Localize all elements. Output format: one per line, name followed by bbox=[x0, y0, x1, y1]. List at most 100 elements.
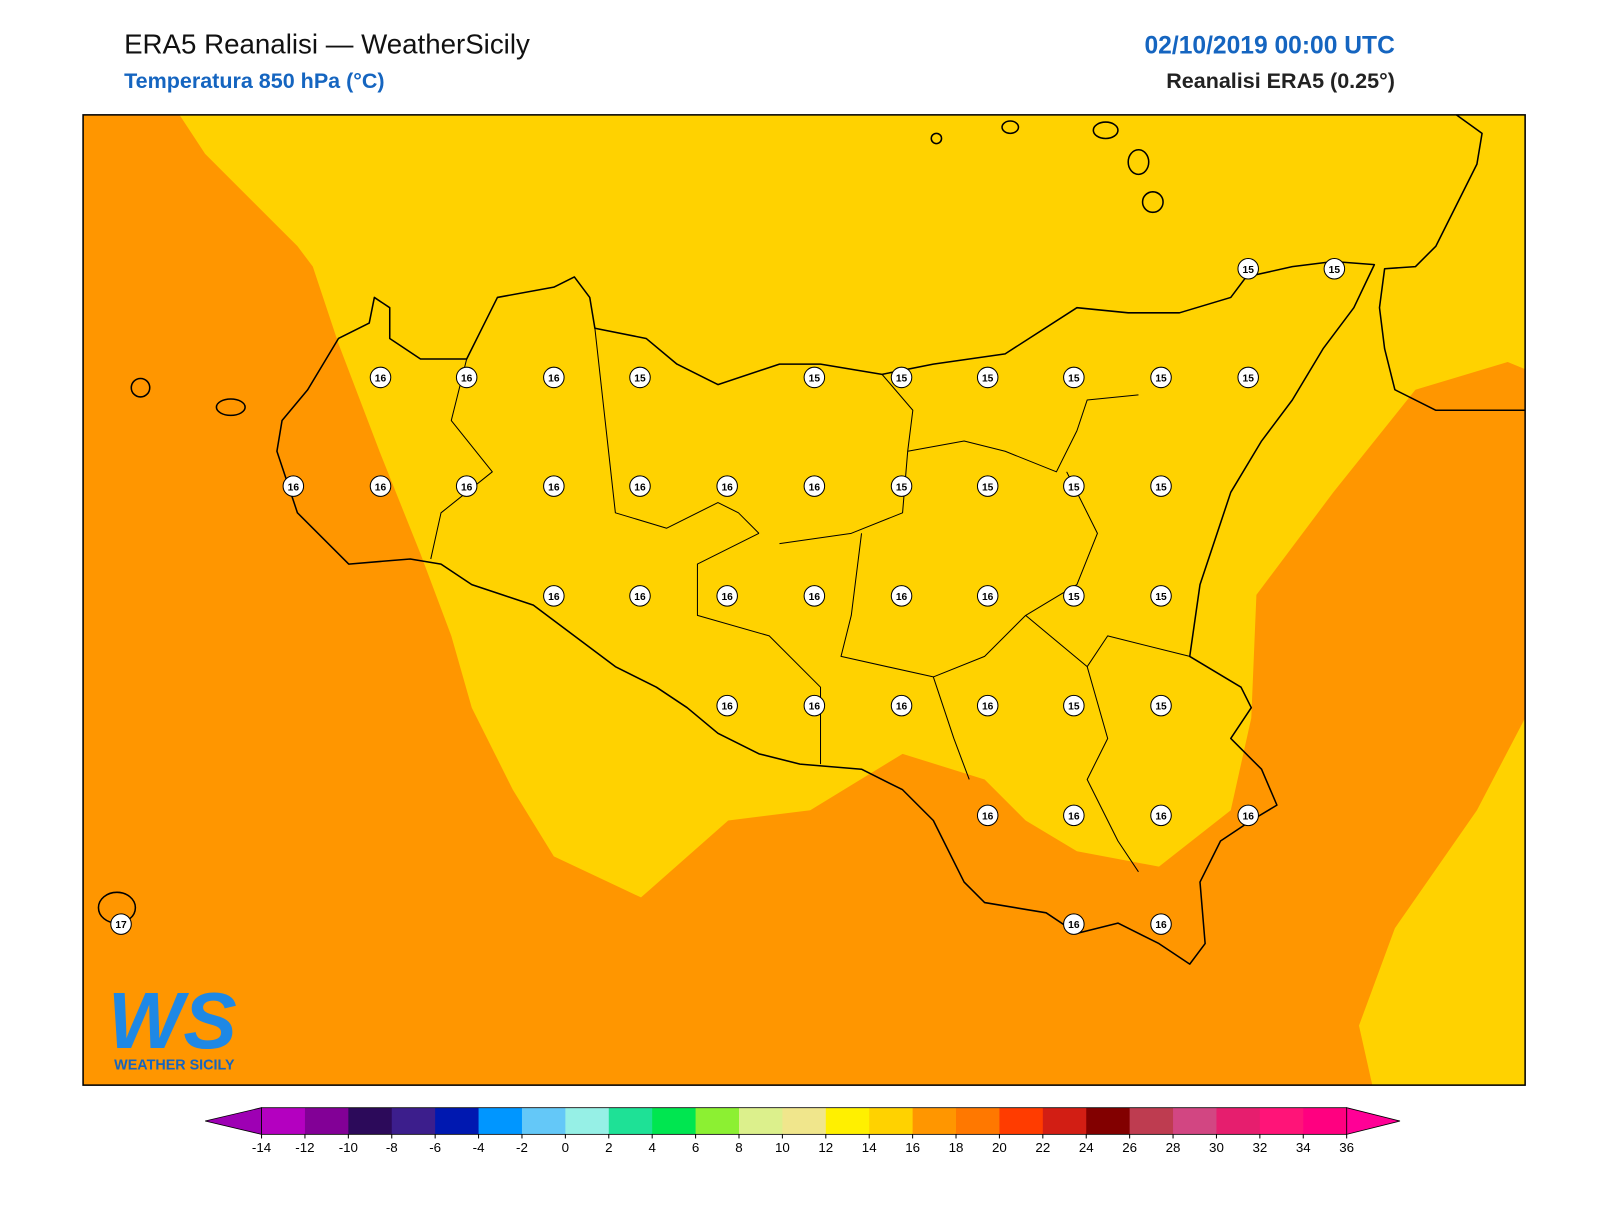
colorbar-tick-label: -10 bbox=[339, 1140, 358, 1155]
point-value: 15 bbox=[809, 374, 821, 385]
colorbar-tick-label: -2 bbox=[516, 1140, 528, 1155]
point-marker bbox=[1150, 913, 1172, 935]
point-value: 16 bbox=[721, 702, 733, 713]
point-value: 16 bbox=[1243, 811, 1255, 822]
point-marker bbox=[369, 475, 392, 497]
point-marker bbox=[1063, 913, 1085, 935]
colorbar-tick-label: 8 bbox=[735, 1140, 742, 1155]
point-value: 15 bbox=[1068, 374, 1080, 385]
colorbar-tick-label: 16 bbox=[905, 1140, 920, 1155]
point-value: 16 bbox=[548, 592, 560, 603]
point-marker bbox=[455, 366, 478, 389]
point-value: 16 bbox=[896, 702, 908, 713]
calabria-coast bbox=[1378, 114, 1526, 412]
point-marker bbox=[629, 585, 651, 607]
map: 15 15 16 16 16 15 15 15 15 15 15 15 16 16 16 16 16 16 16 15… bbox=[82, 114, 1526, 1086]
point-value: 16 bbox=[1155, 811, 1167, 822]
colorbar-tick-label: 2 bbox=[605, 1140, 612, 1155]
point-marker bbox=[803, 585, 826, 607]
point-value: 16 bbox=[982, 811, 994, 822]
point-value: 15 bbox=[896, 374, 908, 385]
colorbar-segment bbox=[608, 1107, 653, 1135]
point-marker bbox=[716, 475, 738, 497]
colorbar-segment bbox=[999, 1107, 1044, 1135]
colorbar-tick-label: -6 bbox=[429, 1140, 441, 1155]
point-value: 15 bbox=[1329, 265, 1341, 276]
colorbar-segment bbox=[695, 1107, 740, 1135]
temperature-band bbox=[1358, 717, 1526, 1086]
point-marker bbox=[1323, 257, 1346, 280]
colorbar-tick-label: 32 bbox=[1252, 1140, 1267, 1155]
point-value: 17 bbox=[115, 920, 127, 931]
colorbar-segment bbox=[1042, 1107, 1087, 1135]
colorbar-tick-label: -12 bbox=[295, 1140, 314, 1155]
point-marker bbox=[629, 475, 651, 497]
colorbar-tick-label: 20 bbox=[992, 1140, 1007, 1155]
point-marker bbox=[1150, 804, 1172, 827]
point-value: 16 bbox=[1068, 920, 1080, 931]
colorbar-tick-label: -8 bbox=[386, 1140, 398, 1155]
point-value: 15 bbox=[982, 482, 994, 493]
colorbar-segment bbox=[912, 1107, 957, 1135]
point-value: 16 bbox=[721, 482, 733, 493]
point-marker bbox=[543, 585, 565, 607]
colorbar-segment bbox=[1086, 1107, 1131, 1135]
point-marker bbox=[890, 366, 913, 389]
point-value: 15 bbox=[1068, 482, 1080, 493]
colorbar-tick-label: 28 bbox=[1166, 1140, 1181, 1155]
colorbar-tick-label: 30 bbox=[1209, 1140, 1224, 1155]
point-value: 16 bbox=[375, 374, 387, 385]
colorbar-tick-label: 18 bbox=[949, 1140, 964, 1155]
point-value: 16 bbox=[375, 482, 387, 493]
point-marker bbox=[803, 475, 826, 497]
point-value: 16 bbox=[982, 592, 994, 603]
point-marker bbox=[1150, 475, 1172, 497]
point-value: 16 bbox=[896, 592, 908, 603]
point-marker bbox=[1063, 694, 1085, 717]
point-value: 15 bbox=[634, 374, 646, 385]
colorbar-under bbox=[205, 1107, 262, 1135]
island bbox=[1141, 191, 1164, 214]
point-value: 16 bbox=[634, 592, 646, 603]
colorbar-segment bbox=[825, 1107, 870, 1135]
point-marker bbox=[803, 366, 826, 389]
subtitle: Temperatura 850 hPa (°C) bbox=[124, 69, 384, 93]
point-marker bbox=[1150, 694, 1172, 717]
point-marker bbox=[1237, 804, 1259, 827]
point-marker bbox=[716, 694, 738, 717]
point-marker bbox=[1150, 366, 1172, 389]
colorbar-segment bbox=[304, 1107, 349, 1135]
point-marker bbox=[1063, 366, 1085, 389]
point-value: 16 bbox=[721, 592, 733, 603]
colorbar-segment bbox=[1303, 1107, 1348, 1135]
title: ERA5 Reanalisi — WeatherSicily bbox=[124, 28, 530, 59]
point-value: 16 bbox=[1068, 811, 1080, 822]
point-marker bbox=[976, 694, 999, 717]
point-value: 16 bbox=[809, 702, 821, 713]
point-marker bbox=[282, 475, 305, 497]
point-value: 15 bbox=[1243, 374, 1255, 385]
logo-text: WEATHER SICILY bbox=[114, 1058, 235, 1074]
point-marker bbox=[1150, 585, 1172, 607]
colorbar-segment bbox=[521, 1107, 566, 1135]
island bbox=[1001, 120, 1020, 135]
date: 02/10/2019 00:00 UTC bbox=[1144, 32, 1395, 59]
point-marker bbox=[1063, 585, 1085, 607]
island bbox=[1092, 121, 1119, 140]
colorbar-tick-label: 4 bbox=[648, 1140, 656, 1155]
colorbar-segment bbox=[1259, 1107, 1304, 1135]
point-marker bbox=[716, 585, 738, 607]
island bbox=[1127, 148, 1150, 176]
colorbar-segment bbox=[435, 1107, 480, 1135]
colorbar-tick-label: 0 bbox=[562, 1140, 569, 1155]
point-value: 16 bbox=[548, 374, 560, 385]
point-value: 15 bbox=[1155, 702, 1167, 713]
point-value: 15 bbox=[1155, 592, 1167, 603]
point-marker bbox=[629, 366, 651, 389]
point-value: 16 bbox=[1155, 920, 1167, 931]
island bbox=[930, 132, 943, 145]
source: Reanalisi ERA5 (0.25°) bbox=[1166, 69, 1395, 93]
colorbar-segment bbox=[738, 1107, 783, 1135]
colorbar-segment bbox=[782, 1107, 827, 1135]
